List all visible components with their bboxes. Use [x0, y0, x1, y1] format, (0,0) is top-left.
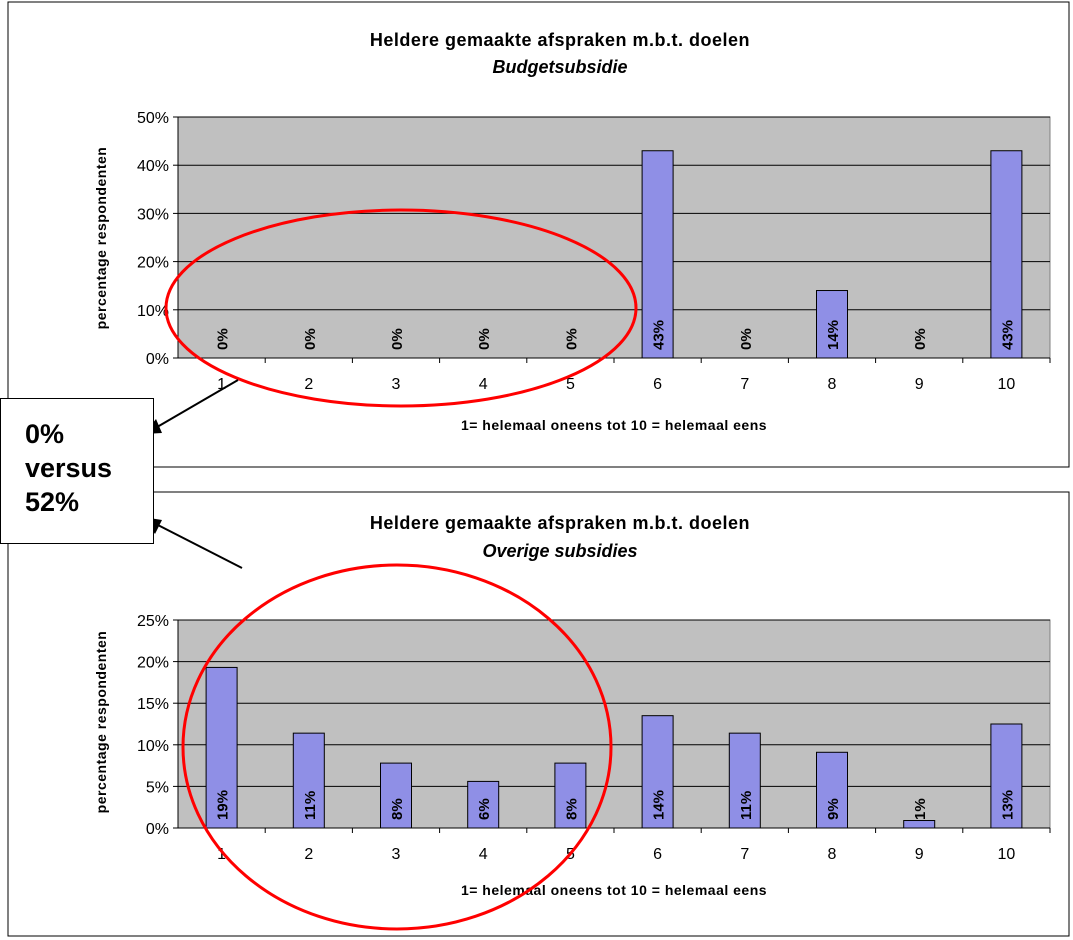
chart1-bar [641, 150, 674, 359]
chart1-data-label: 0% [912, 328, 929, 350]
chart2-data-label: 8% [389, 798, 406, 820]
chart2-xtick-label: 10 [998, 846, 1016, 863]
chart2-bar [641, 715, 674, 829]
chart1-ytick-label: 10% [137, 303, 169, 320]
chart2-xlabel: 1= helemaal oneens tot 10 = helemaal een… [461, 882, 767, 898]
chart2-xtick-label: 2 [304, 846, 313, 863]
chart2-ytick-label: 10% [137, 738, 169, 755]
chart2-xtick-label: 3 [392, 846, 401, 863]
chart1-plot-area [177, 116, 1051, 359]
chart2-ytick-label: 5% [146, 779, 169, 796]
chart1-xtick-label: 6 [653, 376, 662, 393]
chart1-ylabel: percentage respondenten [93, 147, 109, 330]
chart1-data-label: 0% [476, 328, 493, 350]
chart2-data-label: 11% [302, 791, 319, 820]
chart2-bar [380, 762, 412, 829]
chart2-ylabel: percentage respondenten [93, 631, 109, 814]
chart1-plot: 0%10%20%30%40%50%0%10%20%30%40%543%60%71… [137, 110, 1051, 393]
chart1-bar [816, 290, 848, 359]
chart1-ytick-label: 30% [137, 206, 169, 223]
chart1-ytick-label: 20% [137, 255, 169, 272]
chart2-bar [903, 820, 936, 829]
chart1-xtick-label: 5 [566, 376, 575, 393]
chart2-bar [816, 751, 848, 829]
chart2-xtick-label: 6 [653, 846, 662, 863]
chart2-xtick-label: 1 [217, 846, 226, 863]
chart1-data-label: 43% [999, 320, 1016, 350]
chart1-xtick-label: 4 [479, 376, 488, 393]
chart1-data-label: 0% [738, 328, 755, 350]
comparison-callout: 0% versus 52% [0, 398, 154, 544]
chart2-data-label: 14% [651, 790, 668, 820]
arrow-line-bottom [151, 521, 243, 569]
chart2-bar [554, 762, 587, 829]
chart2-ytick-label: 0% [146, 821, 169, 838]
chart1-xlabel: 1= helemaal oneens tot 10 = helemaal een… [461, 417, 767, 433]
chart2-subtitle: Overige subsidies [482, 541, 637, 561]
chart1-xtick-label: 10 [998, 376, 1016, 393]
chart1-xtick-label: 2 [304, 376, 313, 393]
highlight-ellipse-bottom [181, 563, 613, 931]
chart1-data-label: 0% [302, 328, 319, 350]
callout-line-2: versus [25, 453, 113, 483]
chart1-data-label: 14% [825, 320, 842, 350]
chart2-data-label: 13% [999, 790, 1016, 820]
chart2-bar [205, 666, 238, 829]
chart2-xtick-label: 7 [740, 846, 749, 863]
callout-line-3: 52% [25, 487, 80, 517]
chart1-xtick-label: 9 [915, 376, 924, 393]
chart2-data-label: 9% [825, 798, 842, 820]
chart1-xtick-label: 1 [217, 376, 226, 393]
chart2-data-label: 6% [476, 798, 493, 820]
chart1-xtick-label: 8 [828, 376, 837, 393]
chart2-bar [728, 732, 761, 829]
highlight-ellipse-top [164, 208, 638, 408]
callout-line-1: 0% [25, 419, 65, 449]
chart1-ytick-label: 0% [146, 351, 169, 368]
chart1-title: Heldere gemaakte afspraken m.b.t. doelen [370, 30, 750, 50]
chart2-data-label: 19% [215, 790, 232, 820]
chart2-data-label: 11% [738, 791, 755, 820]
chart1-data-label: 0% [563, 328, 580, 350]
chart1-data-label: 0% [389, 328, 406, 350]
chart2-data-label: 1% [912, 798, 929, 820]
chart1-ytick-label: 40% [137, 158, 169, 175]
chart1-ytick-label: 50% [137, 110, 169, 127]
chart1-xtick-label: 3 [392, 376, 401, 393]
chart2-data-label: 8% [563, 798, 580, 820]
chart2-plot: 0%5%10%15%20%25%19%111%28%36%48%514%611%… [137, 613, 1051, 863]
chart2-xtick-label: 8 [828, 846, 837, 863]
chart1-xtick-label: 7 [740, 376, 749, 393]
chart2-title: Heldere gemaakte afspraken m.b.t. doelen [370, 513, 750, 533]
chart1-data-label: 0% [215, 328, 232, 350]
chart1-bar [990, 150, 1023, 359]
chart1-data-label: 43% [651, 320, 668, 350]
chart2-bar [990, 723, 1023, 829]
chart2-bar [467, 780, 500, 829]
chart2-xtick-label: 4 [479, 846, 488, 863]
chart2-bar [292, 732, 325, 829]
chart2-ytick-label: 25% [137, 613, 169, 630]
arrow-line-top [151, 379, 239, 431]
chart2-ytick-label: 15% [137, 696, 169, 713]
chart2-xtick-label: 9 [915, 846, 924, 863]
chart1-subtitle: Budgetsubsidie [492, 57, 627, 77]
chart2-ytick-label: 20% [137, 655, 169, 672]
